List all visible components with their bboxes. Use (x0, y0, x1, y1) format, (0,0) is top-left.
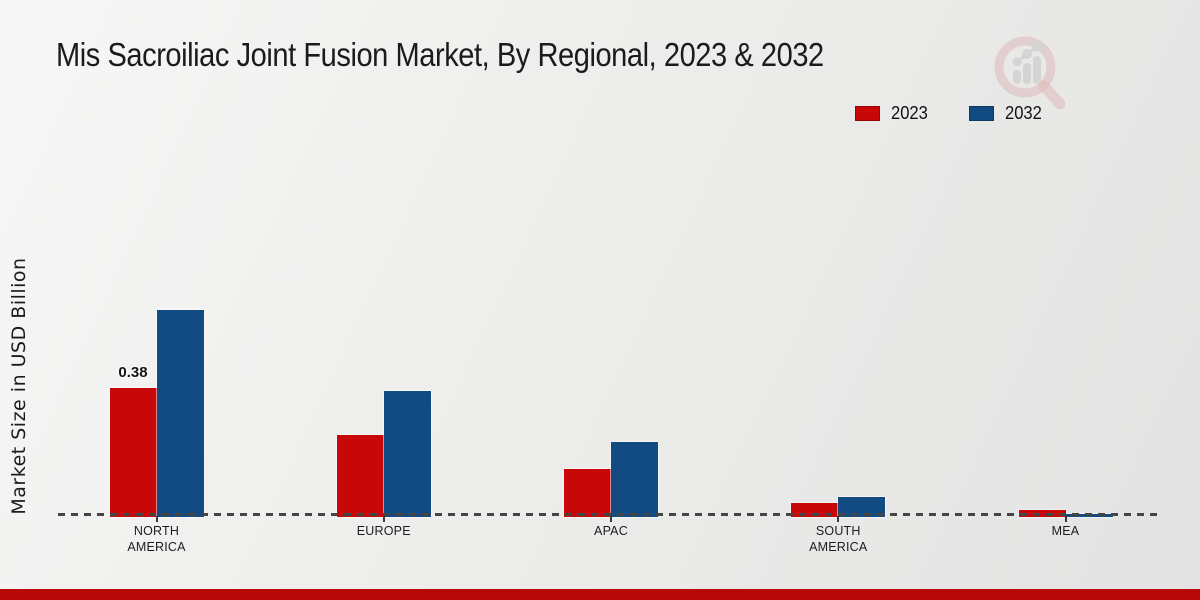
x-axis-tick (610, 516, 612, 522)
legend: 2023 2032 (854, 103, 1045, 124)
bar-chart-magnifier-logo (994, 36, 1066, 110)
bar-2032-north-america[interactable] (155, 309, 205, 518)
x-axis-label: NORTH AMERICA (127, 524, 186, 555)
bar-2023-europe[interactable] (335, 434, 385, 518)
magnifier-handle (1038, 80, 1066, 110)
chart-title: Mis Sacroiliac Joint Fusion Market, By R… (56, 36, 824, 73)
x-axis-tick (382, 516, 385, 522)
bar-2023-north-america[interactable] (108, 387, 158, 518)
x-axis-tick (1064, 516, 1067, 522)
x-axis-label: EUROPE (356, 524, 411, 538)
x-axis-label: MEA (1051, 524, 1080, 538)
legend-item-2032[interactable]: 2032 (968, 103, 1045, 124)
legend-label-2023: 2023 (890, 103, 928, 123)
x-axis-baseline (58, 513, 1158, 516)
x-axis-label: SOUTH AMERICA (809, 524, 868, 555)
legend-label-2032: 2032 (1004, 103, 1042, 123)
bar-value-label: 0.38 (118, 364, 148, 381)
bar-2032-apac[interactable] (610, 441, 659, 518)
bar-2032-europe[interactable] (382, 390, 432, 518)
bar-2032-south-america[interactable] (837, 496, 887, 518)
x-axis-label: APAC (594, 524, 628, 538)
legend-swatch-2023 (854, 106, 880, 121)
legend-item-2023[interactable]: 2023 (854, 103, 931, 124)
logo-bars (1012, 40, 1044, 84)
legend-swatch-2032 (968, 106, 994, 121)
magnifier-ring (994, 36, 1056, 98)
x-axis-tick (155, 516, 158, 522)
x-axis-tick (837, 516, 840, 522)
footer-bar (0, 589, 1200, 600)
bar-2023-apac[interactable] (563, 468, 612, 518)
